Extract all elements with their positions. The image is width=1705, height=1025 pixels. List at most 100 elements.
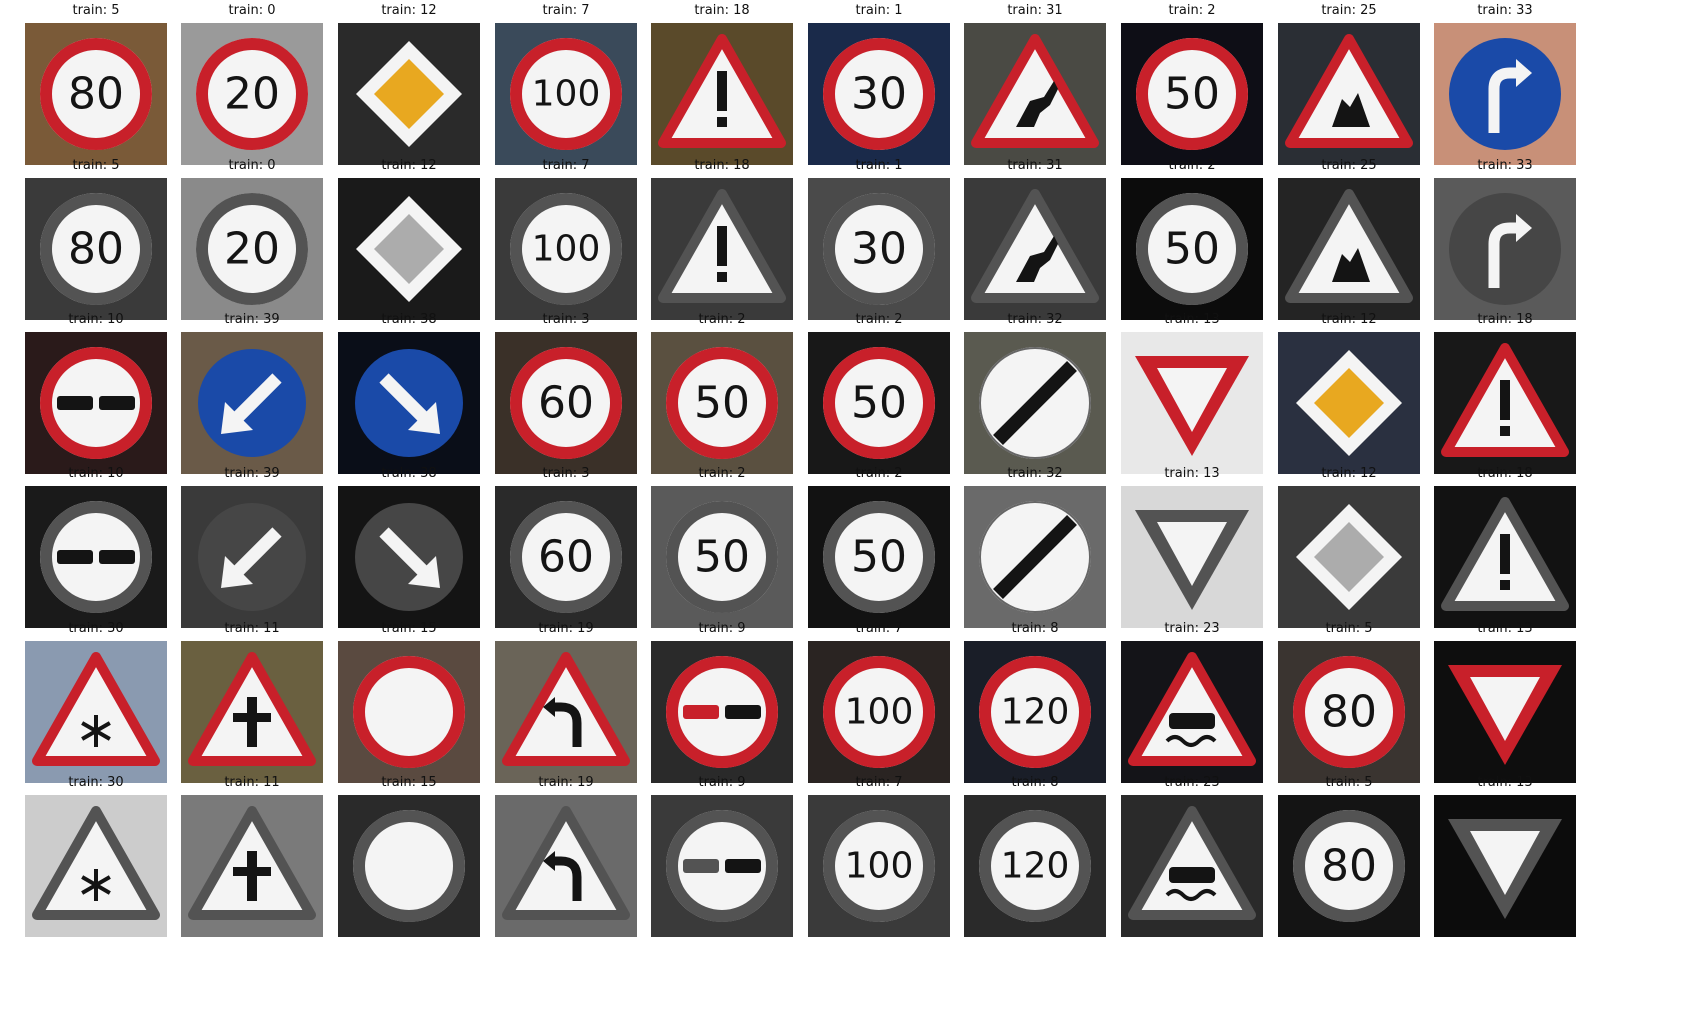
sign-number-label: 100 [532, 74, 601, 115]
sign-speed-100: 100 [823, 810, 935, 922]
color-sign-image: 20 [181, 23, 323, 165]
sign-keep-left [198, 503, 306, 611]
sample-label: train: 13 [1477, 775, 1533, 790]
color-sign-image [181, 332, 323, 474]
sign-speed-50: 50 [1136, 38, 1248, 150]
sign-thumbnail [1434, 641, 1576, 783]
sample-label: train: 12 [381, 158, 437, 173]
sign-slippery-road [1128, 652, 1256, 766]
sign-thumbnail: 50 [1121, 23, 1263, 165]
sign-number-label: 50 [1164, 69, 1220, 120]
color-sign-image [1434, 332, 1576, 474]
sign-number-label: 80 [68, 224, 124, 275]
sign-thumbnail: 80 [1278, 641, 1420, 783]
sign-thumbnail: 30 [808, 23, 950, 165]
sample-label: train: 13 [1164, 466, 1220, 481]
sign-thumbnail [25, 332, 167, 474]
sign-thumbnail: 50 [808, 332, 950, 474]
color-sign-image [181, 641, 323, 783]
sign-number-label: 30 [851, 224, 907, 275]
grayscale-sign-image: 50 [1121, 178, 1263, 320]
sample-label: train: 1 [855, 158, 903, 173]
color-sign-image: 80 [25, 23, 167, 165]
sign-speed-80: 80 [1293, 656, 1405, 768]
sign-number-label: 30 [851, 69, 907, 120]
sign-number-label: 80 [68, 69, 124, 120]
sign-thumbnail [651, 641, 793, 783]
sample-label: train: 2 [698, 466, 746, 481]
sign-number-label: 20 [224, 224, 280, 275]
sample-label: train: 39 [224, 312, 280, 327]
color-sign-image [338, 641, 480, 783]
sample-label: train: 13 [1477, 621, 1533, 636]
grayscale-sign-image [651, 178, 793, 320]
color-sign-image [964, 332, 1106, 474]
sign-thumbnail [181, 795, 323, 937]
sample-label: train: 5 [72, 158, 120, 173]
sign-thumbnail [964, 23, 1106, 165]
sign-thumbnail [181, 641, 323, 783]
sign-no-passing-trucks [40, 347, 152, 459]
sign-no-passing [666, 810, 778, 922]
sample-label: train: 5 [1325, 621, 1373, 636]
grayscale-sign-image [651, 795, 793, 937]
sample-label: train: 11 [224, 775, 280, 790]
sample-label: train: 5 [1325, 775, 1373, 790]
sign-thumbnail [1434, 486, 1576, 628]
sign-turn-right-ahead [1449, 193, 1561, 305]
sign-thumbnail [338, 178, 480, 320]
sign-yield [1135, 356, 1249, 456]
sign-speed-60: 60 [510, 347, 622, 459]
grayscale-sign-image [495, 795, 637, 937]
sample-label: train: 7 [542, 158, 590, 173]
sample-label: train: 2 [1168, 3, 1216, 18]
sign-thumbnail: 80 [1278, 795, 1420, 937]
grayscale-sign-image [25, 486, 167, 628]
sign-thumbnail: 50 [808, 486, 950, 628]
sign-general-caution [1441, 343, 1569, 457]
sign-number-label: 120 [1001, 846, 1070, 887]
sample-label: train: 39 [224, 466, 280, 481]
sample-label: train: 32 [1007, 466, 1063, 481]
sign-general-caution [658, 189, 786, 303]
sign-yield [1448, 819, 1562, 919]
sample-label: train: 32 [1007, 312, 1063, 327]
sign-thumbnail [181, 332, 323, 474]
grayscale-sign-image [25, 795, 167, 937]
sign-no-passing-trucks [40, 501, 152, 613]
grayscale-sign-image [338, 486, 480, 628]
sign-thumbnail [651, 178, 793, 320]
sign-speed-100: 100 [823, 656, 935, 768]
grayscale-sign-image [1121, 486, 1263, 628]
color-sign-image [1278, 332, 1420, 474]
sign-end-all-limits [979, 501, 1091, 613]
sign-general-caution [658, 34, 786, 148]
color-sign-image [1434, 23, 1576, 165]
sign-thumbnail [964, 332, 1106, 474]
sign-speed-100: 100 [510, 38, 622, 150]
sign-thumbnail [338, 641, 480, 783]
color-sign-image [338, 23, 480, 165]
sign-turn-right-ahead [1449, 38, 1561, 150]
sign-thumbnail [25, 795, 167, 937]
sign-number-label: 60 [538, 532, 594, 583]
sign-speed-20: 20 [196, 193, 308, 305]
sign-thumbnail [338, 486, 480, 628]
sample-label: train: 7 [855, 775, 903, 790]
grayscale-sign-image [338, 795, 480, 937]
sample-label: train: 38 [381, 466, 437, 481]
grayscale-sign-image: 60 [495, 486, 637, 628]
grayscale-sign-image [181, 486, 323, 628]
grayscale-sign-image: 20 [181, 178, 323, 320]
sign-thumbnail: 60 [495, 486, 637, 628]
sign-thumbnail [651, 23, 793, 165]
sign-right-of-way [188, 806, 316, 920]
sign-thumbnail: 80 [25, 23, 167, 165]
sample-label: train: 10 [68, 466, 124, 481]
sign-ice-snow [32, 652, 160, 766]
sample-label: train: 18 [1477, 466, 1533, 481]
sign-thumbnail: 50 [651, 486, 793, 628]
sample-label: train: 12 [1321, 466, 1377, 481]
sample-label: train: 33 [1477, 158, 1533, 173]
sample-label: train: 30 [68, 775, 124, 790]
